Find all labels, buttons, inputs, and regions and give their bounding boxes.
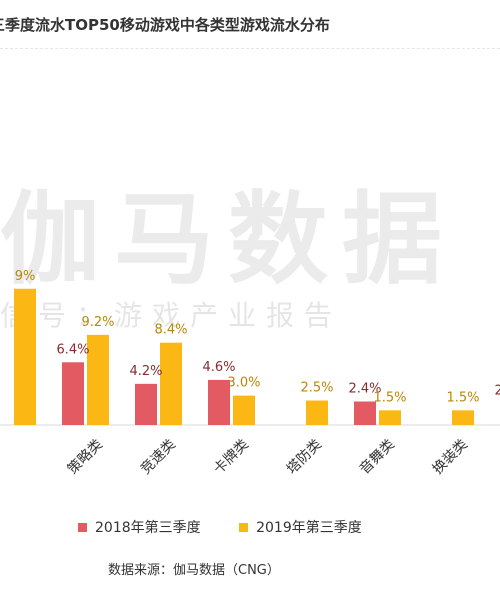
bar-2019-1: [87, 334, 109, 425]
x-tick-label-4: 塔防类: [284, 437, 325, 478]
bar-2019-3: [233, 395, 255, 425]
bar-2018-3: [208, 379, 230, 425]
data-label-2018-3: 4.6%: [202, 360, 235, 375]
x-tick-label-3: 卡牌类: [210, 436, 252, 478]
legend-swatch-2019: [239, 522, 249, 532]
legend-item-2019: 2019年第三季度: [239, 517, 362, 537]
bar-2018-5: [354, 401, 376, 425]
data-label-2019-0: 9%: [15, 269, 36, 284]
bar-2019-0: [14, 288, 36, 425]
x-tick-label-5: 音舞类: [356, 436, 398, 478]
data-label-2019-2: 8.4%: [154, 323, 187, 338]
bar-2019-2: [160, 342, 182, 425]
bar-2019-4: [306, 400, 328, 425]
data-label-2018-5: 2.4%: [348, 381, 381, 396]
bars-layer: [14, 288, 474, 425]
data-label-2019-1: 9.2%: [81, 315, 114, 330]
data-label-2019-3: 3.0%: [227, 376, 260, 391]
title-divider: [0, 48, 500, 49]
chart-title: 三季度流水TOP50移动游戏中各类型游戏流水分布: [0, 16, 330, 34]
x-tick-label-1: 策略类: [64, 436, 106, 478]
data-label-2019-6: 1.5%: [446, 390, 479, 405]
data-label-2019-5: 1.5%: [373, 390, 406, 405]
x-tick-label-2: 竞速类: [137, 436, 179, 478]
legend-label-2019: 2019年第三季度: [256, 520, 362, 536]
legend-swatch-2018: [78, 522, 87, 532]
source-note: 数据来源：伽马数据（CNG）: [108, 563, 280, 578]
bar-2019-6: [452, 410, 474, 425]
data-label-2018-1: 6.4%: [56, 342, 89, 357]
legend: 2018年第三季度 2019年第三季度: [78, 517, 396, 537]
legend-item-2018: 2018年第三季度: [78, 517, 201, 537]
bar-2018-1: [62, 362, 84, 425]
data-label-2018-2: 4.2%: [129, 364, 162, 379]
data-label-2018-7: 2.2%: [494, 383, 500, 398]
data-label-2019-4: 2.5%: [300, 381, 333, 396]
legend-label-2018: 2018年第三季度: [95, 520, 201, 536]
bar-2019-5: [379, 410, 401, 425]
x-tick-label-6: 换装类: [429, 436, 471, 478]
data-labels-layer: 9%6.4%9.2%4.2%8.4%4.6%3.0% 2.5% 2.4%1.5% 1.…: [15, 269, 500, 406]
bar-2018-2: [135, 383, 157, 425]
x-tick-labels-layer: 策略类竞速类卡牌类塔防类音舞类换装类消除类: [64, 436, 471, 478]
